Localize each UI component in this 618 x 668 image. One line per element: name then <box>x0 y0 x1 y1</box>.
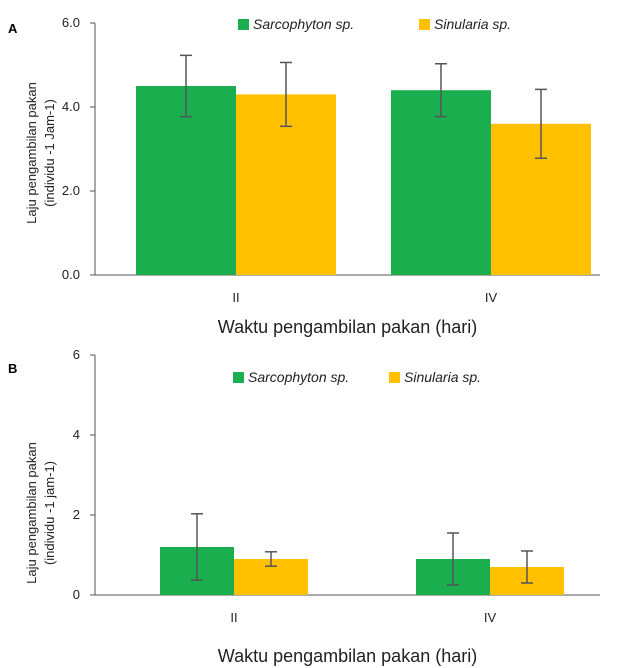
panel-label: A <box>8 21 18 36</box>
x-axis-title: Waktu pengambilan pakan (hari) <box>218 646 477 666</box>
legend-swatch <box>238 19 249 30</box>
legend: Sarcophyton sp. Sinularia sp. <box>233 369 481 385</box>
bar-sarcophyton <box>136 86 236 275</box>
y-tick-label: 4.0 <box>62 99 80 114</box>
x-category-label: IV <box>484 610 497 625</box>
bar-sarcophyton <box>391 90 491 275</box>
y-tick-label: 4 <box>73 427 80 442</box>
chart-panel-a: A 0.0 2.0 4.0 6.0 Laju pengambilan pakan (indi… <box>8 15 600 337</box>
legend-swatch <box>419 19 430 30</box>
legend-entry: Sinularia sp. <box>434 16 511 32</box>
y-axis-title-line: Laju pengambilan pakan <box>24 82 39 224</box>
x-category-label: II <box>230 610 237 625</box>
panel-label: B <box>8 361 17 376</box>
y-axis-title-line: (individu -1 Jam-1) <box>42 99 57 207</box>
legend-entry: Sinularia sp. <box>404 369 481 385</box>
y-tick-label: 0.0 <box>62 267 80 282</box>
y-tick-label: 2.0 <box>62 183 80 198</box>
legend-entry: Sarcophyton sp. <box>253 16 354 32</box>
x-axis-title: Waktu pengambilan pakan (hari) <box>218 317 477 337</box>
y-axis-title-line: Laju pengambilan pakan <box>24 442 39 584</box>
legend-swatch <box>389 372 400 383</box>
y-tick-label: 2 <box>73 507 80 522</box>
legend-swatch <box>233 372 244 383</box>
y-tick-label: 6.0 <box>62 15 80 30</box>
y-tick-label: 6 <box>73 347 80 362</box>
legend-entry: Sarcophyton sp. <box>248 369 349 385</box>
x-category-label: II <box>232 290 239 305</box>
legend: Sarcophyton sp. Sinularia sp. <box>238 16 511 32</box>
chart-panel-b: B 0 2 4 6 Laju pengambilan pakan (individu -1 … <box>8 347 600 666</box>
y-tick-label: 0 <box>73 587 80 602</box>
y-axis-title-line: (individu -1 jam-1) <box>42 461 57 565</box>
x-category-label: IV <box>485 290 498 305</box>
